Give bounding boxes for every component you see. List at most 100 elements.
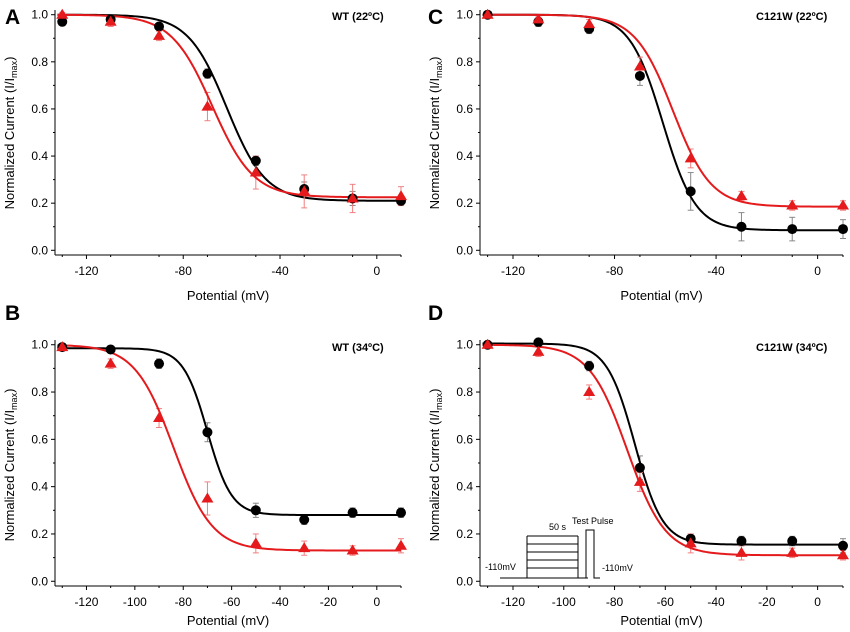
fit-curve-red xyxy=(57,13,401,199)
panel-title: C121W (34ºC) xyxy=(756,342,828,354)
panel-b: B WT (34ºC) 0.0 0.2 0.4 0.6 0.8 1.0 -120 -100 -80 -… xyxy=(2,302,407,628)
data-point-black xyxy=(154,21,165,32)
y-axis-label-sub: max xyxy=(9,392,19,410)
data-point-red xyxy=(346,192,359,203)
y-axis-label-main: Normalized Current (I/I xyxy=(2,78,17,209)
inset-test-label: Test Pulse xyxy=(572,516,614,526)
data-point-red xyxy=(583,18,596,29)
fit-curve-black xyxy=(482,13,843,232)
y-tick-label: 0.2 xyxy=(31,196,48,210)
y-tick-label: 0.4 xyxy=(31,149,48,163)
x-tick-label: -40 xyxy=(271,264,289,278)
inset-post-label: -110mV xyxy=(602,563,633,573)
y-axis-label: Normalized Current (I/Imax) xyxy=(2,389,19,542)
x-tick-label: -80 xyxy=(175,264,193,278)
y-tick-label: 0.8 xyxy=(456,385,473,399)
data-point-red xyxy=(201,100,214,111)
data-point-red xyxy=(481,8,494,19)
panel-letter: B xyxy=(5,302,20,325)
y-tick-label: 0.0 xyxy=(456,574,473,588)
x-tick-label: -100 xyxy=(552,595,576,609)
data-point-black xyxy=(347,507,358,518)
y-tick-label: 0.0 xyxy=(31,243,48,257)
y-tick-label: 0.0 xyxy=(31,574,48,588)
fit-curve-red xyxy=(482,343,843,557)
data-point-black xyxy=(533,337,544,348)
x-tick-label: 0 xyxy=(814,595,821,609)
y-axis-label-end: ) xyxy=(2,389,17,393)
data-point-black xyxy=(736,221,747,232)
data-point-black xyxy=(838,540,848,551)
y-axis-label-main: Normalized Current (I/I xyxy=(427,410,442,541)
x-tick-label: -40 xyxy=(271,595,289,609)
data-point-red xyxy=(684,152,697,163)
y-axis-label: Normalized Current (I/Imax) xyxy=(427,389,444,542)
data-point-red xyxy=(735,190,748,201)
fit-curve-black xyxy=(57,13,401,202)
data-point-red xyxy=(298,542,311,553)
fit-curve-black xyxy=(57,347,401,517)
y-tick-label: 1.0 xyxy=(31,338,48,352)
y-axis-label-main: Normalized Current (I/I xyxy=(427,78,442,209)
x-tick-label: 0 xyxy=(373,595,380,609)
x-tick-label: -120 xyxy=(501,595,525,609)
data-point-red xyxy=(837,199,849,210)
y-tick-label: 0.2 xyxy=(31,527,48,541)
x-axis-label: Potential (mV) xyxy=(187,613,269,628)
data-point-black xyxy=(787,224,798,235)
y-tick-label: 1.0 xyxy=(31,8,48,22)
x-tick-label: 0 xyxy=(814,264,821,278)
data-point-red xyxy=(786,546,799,557)
y-tick-label: 0.8 xyxy=(31,385,48,399)
data-point-red xyxy=(684,537,697,548)
data-point-red xyxy=(249,166,262,177)
data-point-red xyxy=(633,60,646,71)
y-tick-label: 0.6 xyxy=(456,102,473,116)
y-axis-label-main: Normalized Current (I/I xyxy=(2,410,17,541)
data-point-black xyxy=(57,16,68,27)
data-point-red xyxy=(395,190,407,201)
x-axis-label: Potential (mV) xyxy=(187,288,269,303)
x-tick-label: -80 xyxy=(606,595,624,609)
y-tick-label: 0.4 xyxy=(456,480,473,494)
panel-letter: C xyxy=(428,6,443,29)
x-axis-label: Potential (mV) xyxy=(620,288,702,303)
x-tick-label: -60 xyxy=(223,595,241,609)
data-point-black xyxy=(685,186,696,197)
data-point-red xyxy=(201,492,214,503)
y-tick-label: 0.0 xyxy=(456,243,473,257)
panel-d: D C121W (34ºC) 0.0 0.2 0.4 0.6 0.8 1.0 -120 -100 -… xyxy=(427,302,849,628)
data-point-black xyxy=(634,70,645,81)
panel-c: C C121W (22ºC) 0.0 0.2 0.4 0.6 0.8 1.0 -120 -80 -4… xyxy=(427,6,849,303)
data-point-red xyxy=(532,13,545,24)
data-point-red xyxy=(786,199,799,210)
data-point-black xyxy=(736,536,747,547)
panel-a: A WT (22ºC) 0.0 0.2 0.4 0.6 0.8 1.0 -120 -80 -40 0 P… xyxy=(2,6,407,303)
data-point-red xyxy=(249,537,262,548)
data-point-red xyxy=(153,412,166,423)
x-axis-label: Potential (mV) xyxy=(620,613,702,628)
data-point-black xyxy=(202,427,213,438)
data-point-red xyxy=(298,185,311,196)
data-point-black xyxy=(250,505,261,516)
inset-duration-label: 50 s xyxy=(549,522,567,532)
panel-letter: A xyxy=(5,6,20,29)
y-tick-label: 0.8 xyxy=(456,55,473,69)
y-tick-label: 0.2 xyxy=(456,527,473,541)
panel-title: WT (34ºC) xyxy=(332,342,384,354)
y-tick-label: 1.0 xyxy=(456,338,473,352)
panel-letter: D xyxy=(428,302,443,325)
y-axis-label-sub: max xyxy=(9,60,19,78)
x-tick-label: -120 xyxy=(501,264,525,278)
y-axis-label-sub: max xyxy=(434,60,444,78)
y-tick-label: 1.0 xyxy=(456,8,473,22)
data-point-red xyxy=(153,29,166,40)
data-point-red xyxy=(481,338,494,349)
y-tick-label: 0.6 xyxy=(31,432,48,446)
x-tick-label: -60 xyxy=(657,595,675,609)
x-tick-label: -100 xyxy=(123,595,147,609)
data-point-red xyxy=(104,357,117,368)
data-point-black xyxy=(250,155,261,166)
data-point-red xyxy=(104,15,117,26)
